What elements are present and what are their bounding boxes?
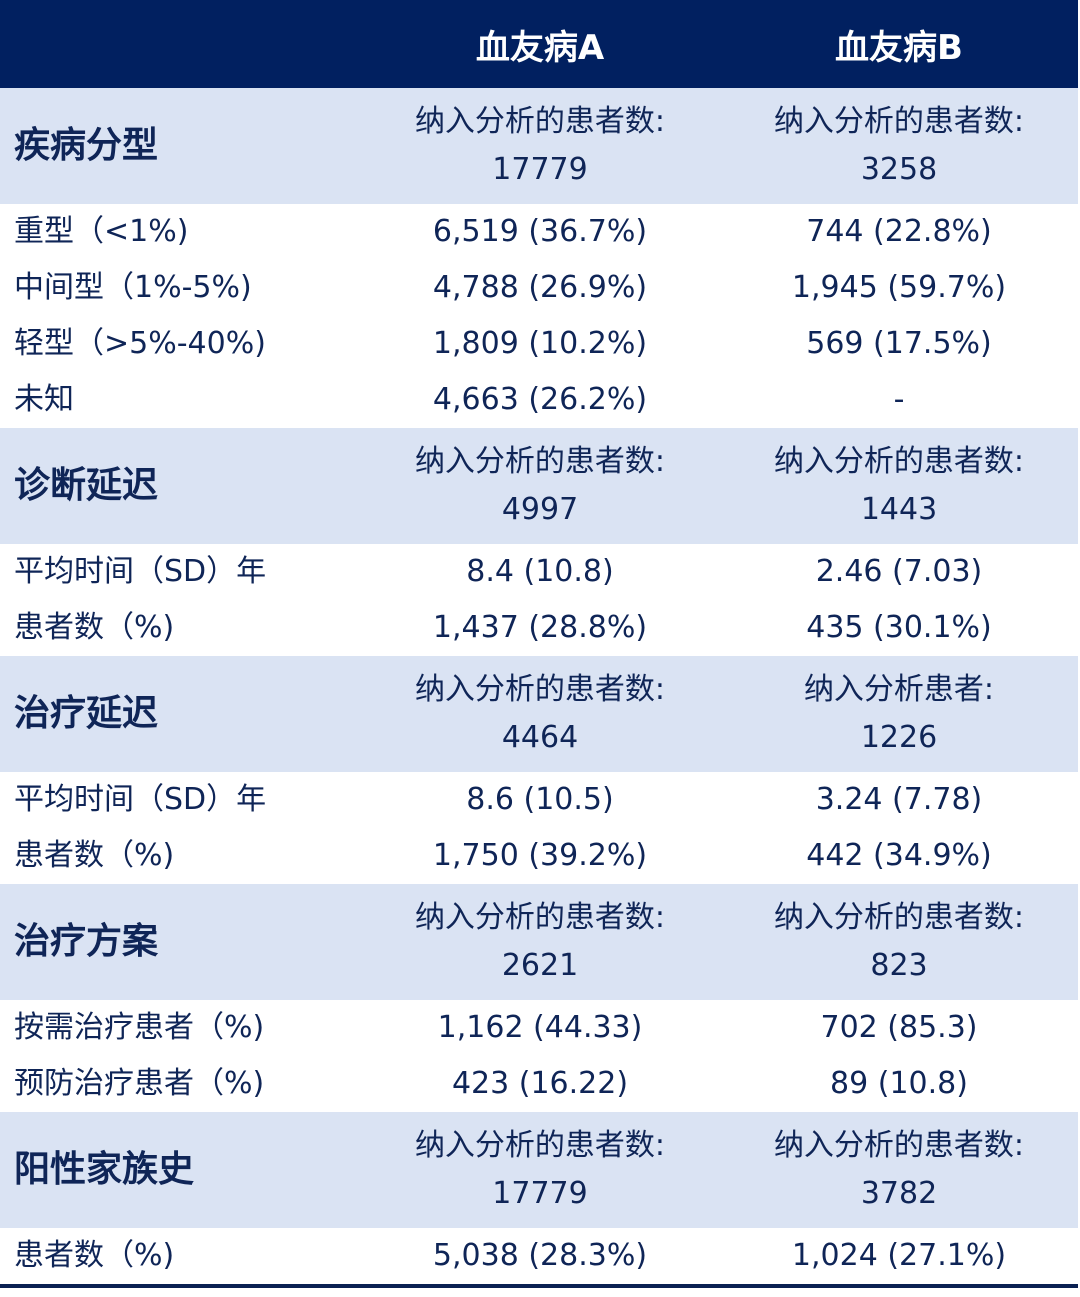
section-count-b: 纳入分析的患者数: 3782	[720, 1112, 1078, 1228]
value-hemophilia-a: 1,750 (39.2%)	[432, 838, 648, 873]
section-count-b: 纳入分析的患者数: 3258	[720, 88, 1078, 204]
section-header-row: 阳性家族史 纳入分析的患者数: 17779 纳入分析的患者数: 3782	[0, 1112, 1078, 1228]
row-label: 患者数（%)	[14, 1238, 175, 1273]
section-count-a: 纳入分析的患者数: 4997	[360, 428, 720, 544]
table-row: 患者数（%) 1,437 (28.8%) 435 (30.1%)	[0, 600, 1078, 656]
table-row: 按需治疗患者（%) 1,162 (44.33) 702 (85.3)	[0, 1000, 1078, 1056]
row-label: 平均时间（SD）年	[14, 554, 267, 589]
count-value: 2621	[501, 948, 579, 983]
count-label: 纳入分析的患者数:	[773, 444, 1025, 479]
table-row: 患者数（%) 1,750 (39.2%) 442 (34.9%)	[0, 828, 1078, 884]
value-hemophilia-b: 2.46 (7.03)	[815, 554, 983, 589]
count-label: 纳入分析患者:	[803, 672, 995, 707]
section-count-a: 纳入分析的患者数: 2621	[360, 884, 720, 1000]
value-hemophilia-a: 4,788 (26.9%)	[432, 270, 648, 305]
row-label: 预防治疗患者（%)	[14, 1066, 265, 1101]
value-hemophilia-a: 423 (16.22)	[451, 1066, 629, 1101]
table-row: 平均时间（SD）年 8.6 (10.5) 3.24 (7.78)	[0, 772, 1078, 828]
count-label: 纳入分析的患者数:	[414, 444, 666, 479]
header-hemophilia-b: 血友病B	[720, 0, 1078, 88]
count-label: 纳入分析的患者数:	[414, 104, 666, 139]
row-label: 患者数（%)	[14, 610, 175, 645]
section-header-row: 诊断延迟 纳入分析的患者数: 4997 纳入分析的患者数: 1443	[0, 428, 1078, 544]
value-hemophilia-b: 702 (85.3)	[820, 1010, 978, 1045]
count-value: 17779	[492, 1176, 588, 1211]
count-label: 纳入分析的患者数:	[773, 104, 1025, 139]
table-row: 平均时间（SD）年 8.4 (10.8) 2.46 (7.03)	[0, 544, 1078, 600]
count-value: 1443	[860, 492, 938, 527]
section-title: 阳性家族史	[0, 1112, 360, 1228]
section-title: 诊断延迟	[0, 428, 360, 544]
section-header-row: 治疗方案 纳入分析的患者数: 2621 纳入分析的患者数: 823	[0, 884, 1078, 1000]
section-title: 疾病分型	[0, 88, 360, 204]
count-label: 纳入分析的患者数:	[414, 672, 666, 707]
row-label: 重型（<1%)	[14, 214, 189, 249]
section-header-row: 治疗延迟 纳入分析的患者数: 4464 纳入分析患者: 1226	[0, 656, 1078, 772]
count-value: 823	[870, 948, 928, 983]
row-label: 按需治疗患者（%)	[14, 1010, 265, 1045]
value-hemophilia-a: 1,809 (10.2%)	[432, 326, 648, 361]
row-label: 未知	[14, 382, 74, 417]
count-label: 纳入分析的患者数:	[773, 1128, 1025, 1163]
section-title: 治疗延迟	[0, 656, 360, 772]
header-row: 血友病A 血友病B	[0, 0, 1078, 88]
header-hemophilia-a: 血友病A	[360, 0, 720, 88]
count-value: 1226	[860, 720, 938, 755]
value-hemophilia-a: 8.6 (10.5)	[466, 782, 614, 817]
value-hemophilia-a: 8.4 (10.8)	[466, 554, 614, 589]
count-value: 3782	[860, 1176, 938, 1211]
count-value: 17779	[492, 152, 588, 187]
section-header-row: 疾病分型 纳入分析的患者数: 17779 纳入分析的患者数: 3258	[0, 88, 1078, 204]
value-hemophilia-a: 1,162 (44.33)	[437, 1010, 643, 1045]
value-hemophilia-b: 442 (34.9%)	[806, 838, 992, 873]
table-row: 中间型（1%-5%) 4,788 (26.9%) 1,945 (59.7%)	[0, 260, 1078, 316]
count-label: 纳入分析的患者数:	[414, 1128, 666, 1163]
value-hemophilia-b: 1,024 (27.1%)	[791, 1238, 1007, 1273]
row-label: 患者数（%)	[14, 838, 175, 873]
section-count-b: 纳入分析的患者数: 1443	[720, 428, 1078, 544]
table-row: 患者数（%) 5,038 (28.3%) 1,024 (27.1%)	[0, 1228, 1078, 1286]
section-count-a: 纳入分析的患者数: 4464	[360, 656, 720, 772]
section-count-a: 纳入分析的患者数: 17779	[360, 88, 720, 204]
count-value: 4997	[501, 492, 579, 527]
row-label: 平均时间（SD）年	[14, 782, 267, 817]
row-label: 轻型（>5%-40%)	[14, 326, 266, 361]
section-count-b: 纳入分析患者: 1226	[720, 656, 1078, 772]
section-count-b: 纳入分析的患者数: 823	[720, 884, 1078, 1000]
table-row: 未知 4,663 (26.2%) -	[0, 372, 1078, 428]
value-hemophilia-b: 89 (10.8)	[830, 1066, 968, 1101]
table-row: 轻型（>5%-40%) 1,809 (10.2%) 569 (17.5%)	[0, 316, 1078, 372]
value-hemophilia-b: -	[893, 382, 905, 417]
value-hemophilia-b: 3.24 (7.78)	[815, 782, 983, 817]
value-hemophilia-b: 435 (30.1%)	[806, 610, 992, 645]
section-title: 治疗方案	[0, 884, 360, 1000]
section-count-a: 纳入分析的患者数: 17779	[360, 1112, 720, 1228]
value-hemophilia-b: 744 (22.8%)	[806, 214, 992, 249]
value-hemophilia-a: 4,663 (26.2%)	[432, 382, 648, 417]
row-label: 中间型（1%-5%)	[14, 270, 252, 305]
header-empty	[0, 0, 360, 88]
table-row: 预防治疗患者（%) 423 (16.22) 89 (10.8)	[0, 1056, 1078, 1112]
count-label: 纳入分析的患者数:	[414, 900, 666, 935]
count-value: 4464	[501, 720, 579, 755]
value-hemophilia-a: 6,519 (36.7%)	[432, 214, 648, 249]
count-label: 纳入分析的患者数:	[773, 900, 1025, 935]
value-hemophilia-b: 1,945 (59.7%)	[791, 270, 1007, 305]
value-hemophilia-a: 5,038 (28.3%)	[432, 1238, 648, 1273]
value-hemophilia-b: 569 (17.5%)	[806, 326, 992, 361]
value-hemophilia-a: 1,437 (28.8%)	[432, 610, 648, 645]
table-row: 重型（<1%) 6,519 (36.7%) 744 (22.8%)	[0, 204, 1078, 260]
count-value: 3258	[860, 152, 938, 187]
